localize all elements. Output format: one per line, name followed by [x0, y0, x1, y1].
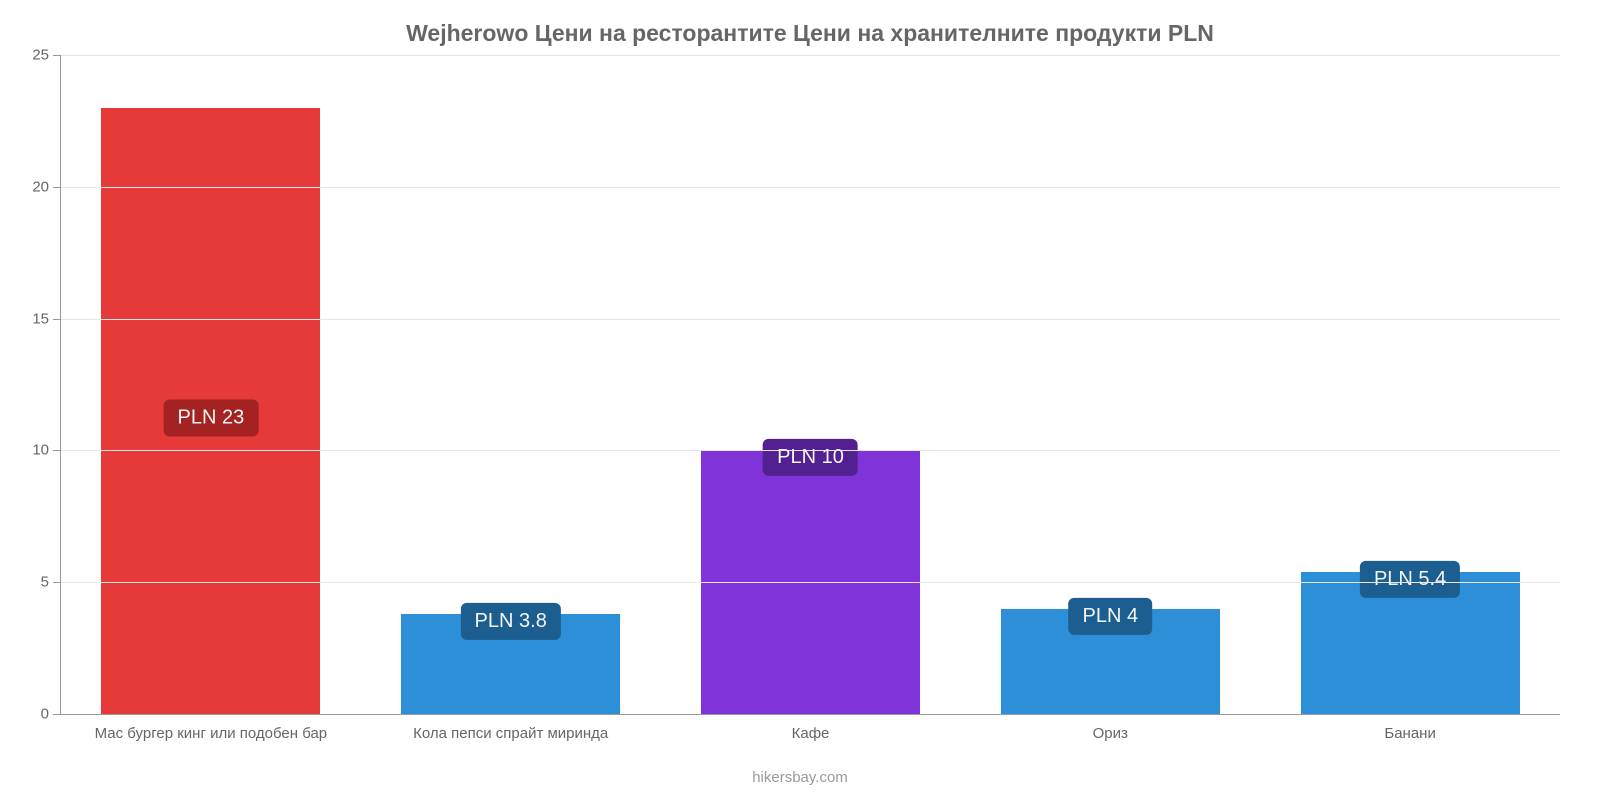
- value-badge: PLN 23: [164, 399, 259, 436]
- gridline: [61, 187, 1560, 188]
- value-badge: PLN 10: [763, 439, 858, 476]
- bar-slot: PLN 5.4: [1260, 55, 1560, 714]
- y-tick-label: 10: [32, 442, 61, 459]
- y-tick-label: 25: [32, 47, 61, 64]
- value-badge: PLN 5.4: [1360, 561, 1460, 598]
- y-tick-label: 15: [32, 310, 61, 327]
- x-axis-label: Кафе: [661, 725, 961, 742]
- y-tick-label: 0: [41, 706, 61, 723]
- x-axis-labels: Мас бургер кинг или подобен барКола пепс…: [61, 725, 1560, 742]
- y-tick-label: 5: [41, 574, 61, 591]
- gridline: [61, 582, 1560, 583]
- attribution-text: hikersbay.com: [0, 769, 1600, 786]
- bar-slot: PLN 3.8: [361, 55, 661, 714]
- y-tick-label: 20: [32, 178, 61, 195]
- bar-slot: PLN 23: [61, 55, 361, 714]
- bar: PLN 23: [101, 108, 320, 714]
- bar: PLN 4: [1001, 609, 1220, 714]
- gridline: [61, 319, 1560, 320]
- bar: PLN 5.4: [1301, 572, 1520, 714]
- value-badge: PLN 3.8: [461, 603, 561, 640]
- x-axis-label: Кола пепси спрайт миринда: [361, 725, 661, 742]
- gridline: [61, 55, 1560, 56]
- price-bar-chart: Wejherowo Цени на ресторантите Цени на х…: [0, 0, 1600, 800]
- gridline: [61, 450, 1560, 451]
- bar-slot: PLN 4: [960, 55, 1260, 714]
- bar: PLN 3.8: [401, 614, 620, 714]
- plot-area: PLN 23PLN 3.8PLN 10PLN 4PLN 5.4 Мас бург…: [60, 55, 1560, 715]
- x-axis-label: Мас бургер кинг или подобен бар: [61, 725, 361, 742]
- bar-slot: PLN 10: [661, 55, 961, 714]
- x-axis-label: Ориз: [960, 725, 1260, 742]
- chart-title: Wejherowo Цени на ресторантите Цени на х…: [60, 20, 1560, 47]
- value-badge: PLN 4: [1068, 597, 1152, 634]
- x-axis-label: Банани: [1260, 725, 1560, 742]
- bars-container: PLN 23 PLN 3.8 PLN 10 PLN 4 PLN 5.4: [61, 55, 1560, 714]
